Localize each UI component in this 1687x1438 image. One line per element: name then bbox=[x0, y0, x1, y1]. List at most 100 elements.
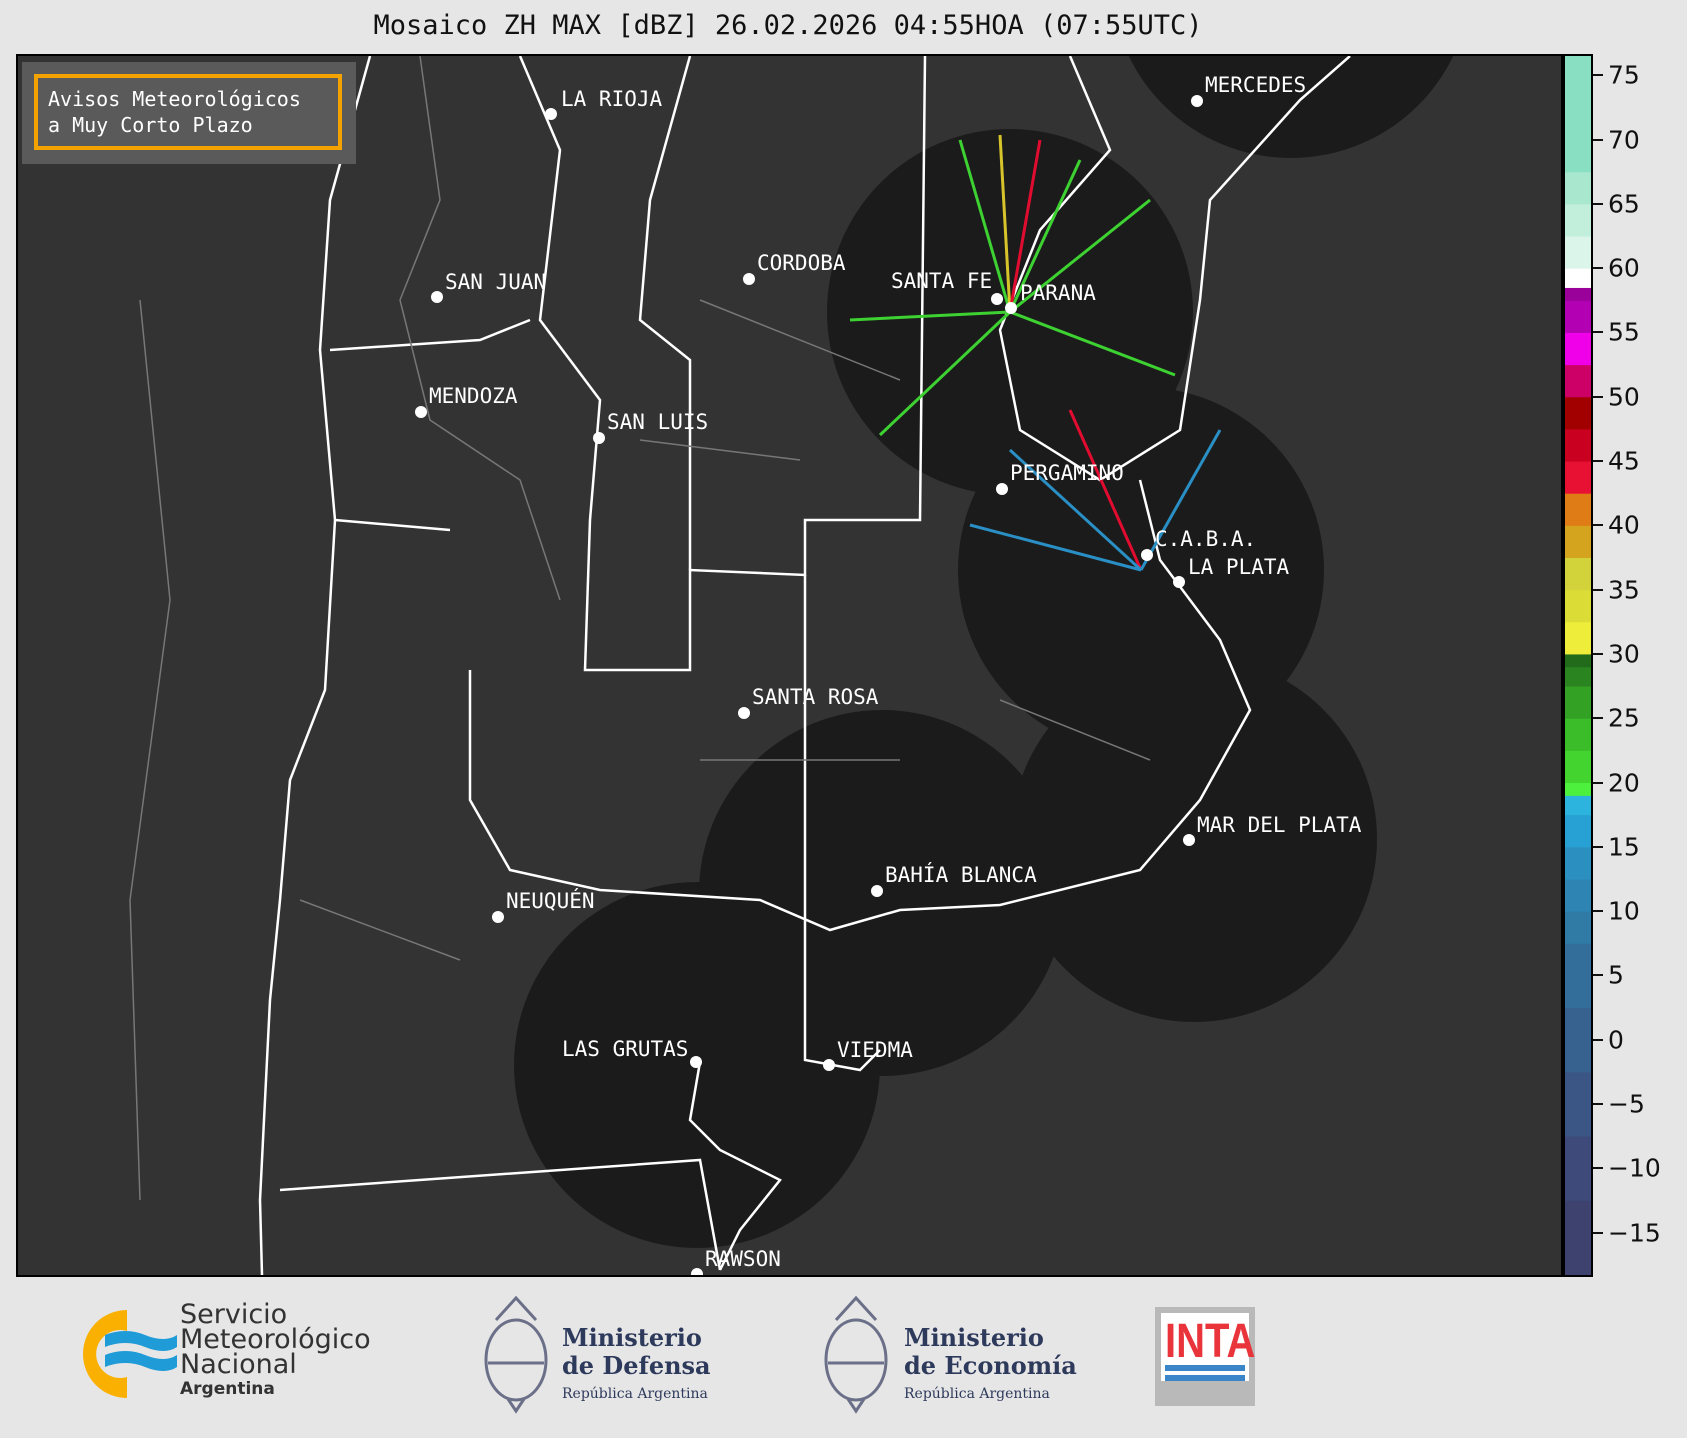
colorbar-tick bbox=[1593, 202, 1603, 205]
colorbar bbox=[1563, 54, 1593, 1277]
colorbar-tick-label: 55 bbox=[1608, 317, 1640, 347]
colorbar-band bbox=[1565, 171, 1591, 205]
colorbar-tick bbox=[1593, 652, 1603, 655]
city-label: SANTA ROSA bbox=[752, 685, 879, 709]
smn-name: Servicio Meteorológico Nacional Argentin… bbox=[180, 1299, 371, 1402]
colorbar-tick bbox=[1593, 460, 1603, 463]
colorbar-tick-label: 20 bbox=[1608, 768, 1640, 797]
colorbar-tick bbox=[1593, 717, 1603, 720]
economia-line-2: de Economía bbox=[904, 1351, 1077, 1380]
colorbar-band bbox=[1565, 287, 1591, 301]
echo-ray bbox=[1009, 198, 1151, 314]
echo-ray bbox=[1139, 429, 1222, 571]
colorbar-band bbox=[1565, 332, 1591, 366]
city-label: SAN LUIS bbox=[607, 410, 708, 434]
colorbar-tick-label: 0 bbox=[1608, 1025, 1624, 1055]
colorbar-tick-label: 75 bbox=[1608, 60, 1640, 90]
coat-of-arms-defensa-icon bbox=[480, 1295, 552, 1419]
defensa-line-1: Ministerio bbox=[562, 1323, 702, 1352]
colorbar-band bbox=[1565, 557, 1591, 591]
colorbar-band bbox=[1565, 1071, 1591, 1137]
colorbar-gradient bbox=[1565, 56, 1591, 1276]
colorbar-tick bbox=[1593, 781, 1603, 784]
economia-name: Ministerio de Economía República Argenti… bbox=[904, 1324, 1077, 1408]
colorbar-band bbox=[1565, 666, 1591, 687]
city-label: PERGAMINO bbox=[1010, 461, 1124, 485]
notice-panel: Avisos Meteorológicos a Muy Corto Plazo bbox=[22, 62, 356, 164]
colorbar-band bbox=[1565, 814, 1591, 848]
city-label: LA PLATA bbox=[1188, 555, 1290, 579]
colorbar-band bbox=[1565, 589, 1591, 623]
colorbar-band bbox=[1565, 653, 1591, 668]
colorbar-tick-label: −15 bbox=[1608, 1218, 1661, 1248]
colorbar-tick-label: 50 bbox=[1608, 382, 1640, 412]
colorbar-tick bbox=[1593, 910, 1603, 913]
colorbar-band bbox=[1565, 878, 1591, 912]
colorbar-band bbox=[1565, 686, 1591, 719]
colorbar-tick bbox=[1593, 974, 1603, 977]
colorbar-tick bbox=[1593, 138, 1603, 141]
city-label: RAWSON bbox=[705, 1247, 781, 1271]
colorbar-band bbox=[1565, 718, 1591, 751]
echo-ray bbox=[998, 134, 1012, 313]
colorbar-band bbox=[1565, 203, 1591, 237]
radar-map[interactable]: LA RIOJA SAN JUAN MENDOZA SAN LUIS CORDO… bbox=[16, 0, 1563, 1280]
colorbar-tick bbox=[1593, 1231, 1603, 1234]
colorbar-tick-label: 25 bbox=[1608, 703, 1640, 733]
colorbar-tick-label: 40 bbox=[1608, 510, 1640, 540]
echo-ray bbox=[958, 139, 1012, 313]
city-label: MAR DEL PLATA bbox=[1197, 813, 1362, 837]
radar-circle-mercedes bbox=[1112, 0, 1470, 158]
echo-ray bbox=[1008, 139, 1042, 313]
colorbar-tick-label: 60 bbox=[1608, 253, 1640, 283]
colorbar-band bbox=[1565, 396, 1591, 430]
colorbar-tick-label: 10 bbox=[1608, 896, 1640, 926]
colorbar-band bbox=[1565, 1007, 1591, 1073]
smn-logo bbox=[67, 1305, 177, 1404]
colorbar-tick bbox=[1593, 1038, 1603, 1041]
colorbar-tick-label: 65 bbox=[1608, 189, 1640, 219]
map-title: Mosaico ZH MAX [dBZ] 26.02.2026 04:55HOA… bbox=[373, 10, 1203, 41]
echo-ray bbox=[1009, 310, 1176, 377]
smn-line-1: Servicio bbox=[180, 1299, 288, 1330]
smn-line-4: Argentina bbox=[180, 1379, 275, 1399]
colorbar-band bbox=[1565, 1136, 1591, 1201]
colorbar-tick bbox=[1593, 1102, 1603, 1105]
colorbar-band bbox=[1565, 943, 1591, 1009]
defensa-name: Ministerio de Defensa República Argentin… bbox=[562, 1324, 711, 1408]
city-label: NEUQUÉN bbox=[506, 888, 595, 913]
city-label: CORDOBA bbox=[757, 251, 846, 275]
economia-line-3: República Argentina bbox=[904, 1386, 1050, 1402]
echo-ray bbox=[878, 310, 1012, 437]
colorbar-tick bbox=[1593, 331, 1603, 334]
colorbar-tick-label: 35 bbox=[1608, 575, 1640, 605]
echo-ray bbox=[849, 310, 1011, 322]
city-markers bbox=[415, 95, 1203, 1280]
colorbar-band bbox=[1565, 911, 1591, 944]
smn-line-2: Meteorológico bbox=[180, 1324, 371, 1355]
colorbar-band bbox=[1565, 56, 1591, 173]
colorbar-band bbox=[1565, 236, 1591, 269]
colorbar-band bbox=[1565, 795, 1591, 816]
city-label: LA RIOJA bbox=[561, 87, 663, 111]
colorbar-tick-label: 15 bbox=[1608, 832, 1640, 862]
colorbar-tick-label: 5 bbox=[1608, 960, 1624, 990]
colorbar-tick-label: 70 bbox=[1608, 125, 1640, 155]
colorbar-tick bbox=[1593, 588, 1603, 591]
colorbar-tick bbox=[1593, 74, 1603, 77]
department-borders bbox=[129, 55, 1151, 1201]
city-label: MERCEDES bbox=[1205, 73, 1306, 97]
colorbar-tick bbox=[1593, 395, 1603, 398]
colorbar-tick-label: −10 bbox=[1608, 1153, 1661, 1183]
echo-ray bbox=[969, 523, 1142, 572]
smn-line-3: Nacional bbox=[180, 1349, 297, 1380]
city-label: VIEDMA bbox=[837, 1038, 913, 1062]
colorbar-band bbox=[1565, 782, 1591, 796]
notice-box[interactable]: Avisos Meteorológicos a Muy Corto Plazo bbox=[34, 74, 342, 150]
colorbar-tick bbox=[1593, 524, 1603, 527]
colorbar-band bbox=[1565, 846, 1591, 880]
city-label: BAHÍA BLANCA bbox=[885, 862, 1037, 887]
city-label: MENDOZA bbox=[429, 384, 518, 408]
colorbar-band bbox=[1565, 1200, 1591, 1276]
colorbar-band bbox=[1565, 364, 1591, 398]
